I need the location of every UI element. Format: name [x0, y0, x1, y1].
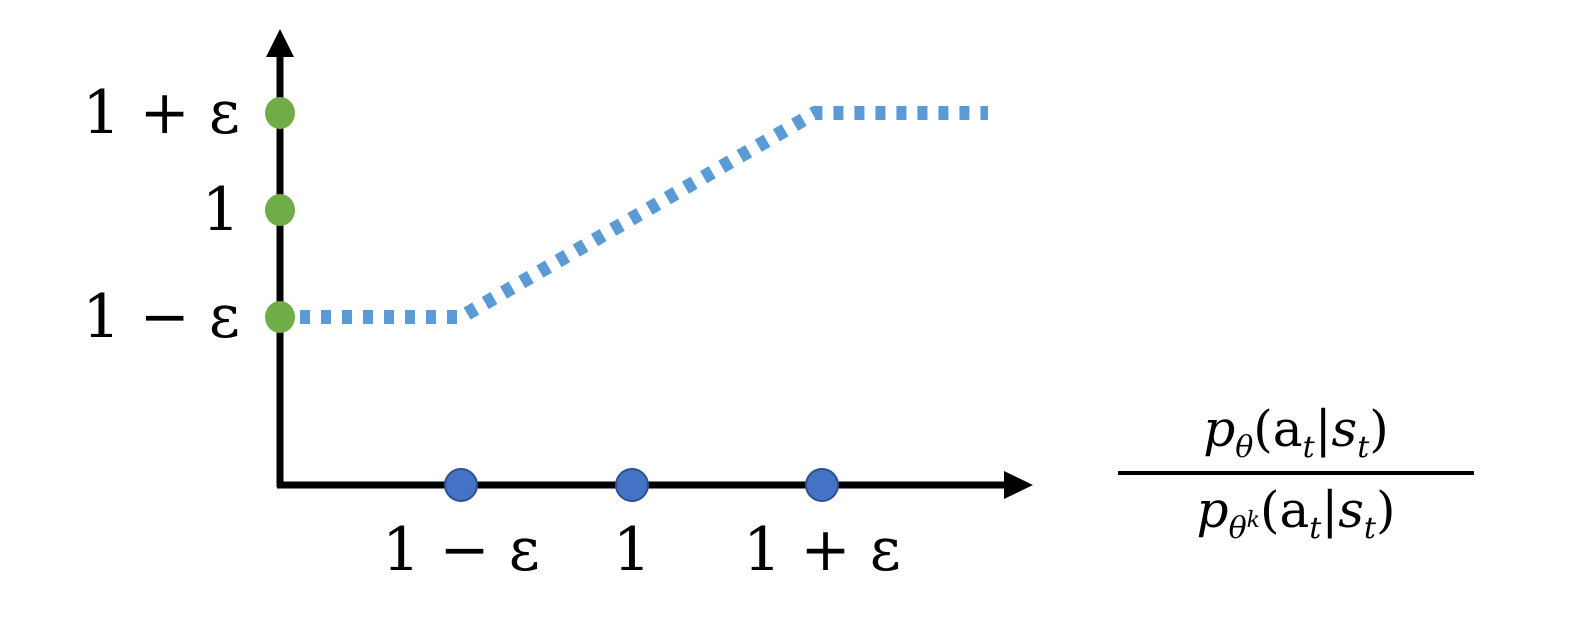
den-cond: |s	[1321, 481, 1364, 539]
x-tick-marker	[615, 468, 649, 502]
y-tick-marker	[265, 194, 295, 226]
den-close: )	[1375, 481, 1396, 539]
num-p: p	[1203, 400, 1236, 458]
num-args-sub: t	[1302, 430, 1315, 465]
num-theta: θ	[1235, 430, 1254, 465]
fraction-numerator: pθ(at|st)	[1118, 400, 1474, 471]
den-args: (a	[1259, 481, 1310, 539]
x-tick-marker	[805, 468, 839, 502]
x-tick-label: 1 + ε	[743, 515, 901, 585]
fraction-denominator: pθk(at|st)	[1118, 481, 1474, 546]
x-tick-label: 1 − ε	[382, 515, 540, 585]
clipped-ratio-line	[300, 106, 988, 324]
x-tick-label: 1	[612, 515, 652, 585]
num-cond-sub: t	[1357, 430, 1370, 465]
x-axis-arrowhead	[1004, 471, 1033, 499]
fraction-bar	[1118, 471, 1474, 475]
num-cond: |s	[1314, 400, 1358, 458]
y-axis-arrowhead	[266, 29, 294, 57]
den-cond-sub: t	[1363, 511, 1376, 546]
den-p: p	[1196, 481, 1229, 539]
x-tick-marker	[444, 468, 478, 502]
y-tick-label: 1 + ε	[82, 78, 240, 148]
y-tick-marker	[265, 97, 295, 129]
y-tick-label: 1 − ε	[82, 282, 240, 352]
den-k: k	[1246, 508, 1260, 533]
x-axis-label-fraction: pθ(at|st) pθk(at|st)	[1118, 400, 1474, 546]
num-close: )	[1369, 400, 1389, 458]
y-tick-marker	[265, 301, 295, 333]
y-tick-label: 1	[201, 175, 240, 245]
num-args: (a	[1253, 400, 1303, 458]
den-args-sub: t	[1309, 511, 1322, 546]
den-theta: θ	[1228, 511, 1247, 546]
